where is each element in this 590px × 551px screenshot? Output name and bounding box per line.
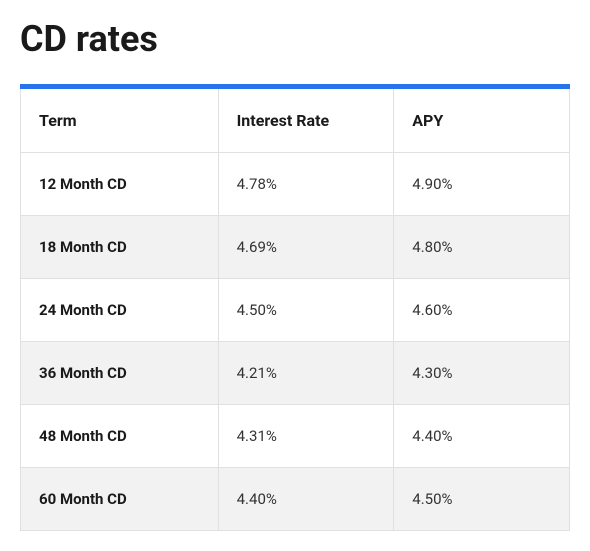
table-row: 18 Month CD 4.69% 4.80% <box>21 216 570 279</box>
column-header-term: Term <box>21 87 219 153</box>
cell-term: 36 Month CD <box>21 342 219 405</box>
cell-term: 24 Month CD <box>21 279 219 342</box>
cell-rate: 4.21% <box>218 342 394 405</box>
column-header-rate: Interest Rate <box>218 87 394 153</box>
table-row: 36 Month CD 4.21% 4.30% <box>21 342 570 405</box>
page-title: CD rates <box>20 18 570 60</box>
cell-term: 12 Month CD <box>21 153 219 216</box>
cell-rate: 4.31% <box>218 405 394 468</box>
cell-term: 48 Month CD <box>21 405 219 468</box>
table-row: 24 Month CD 4.50% 4.60% <box>21 279 570 342</box>
cell-term: 18 Month CD <box>21 216 219 279</box>
cell-apy: 4.60% <box>394 279 570 342</box>
table-header-row: Term Interest Rate APY <box>21 87 570 153</box>
table-row: 60 Month CD 4.40% 4.50% <box>21 468 570 531</box>
cell-rate: 4.50% <box>218 279 394 342</box>
cell-term: 60 Month CD <box>21 468 219 531</box>
cell-rate: 4.78% <box>218 153 394 216</box>
cell-rate: 4.40% <box>218 468 394 531</box>
column-header-apy: APY <box>394 87 570 153</box>
table-row: 12 Month CD 4.78% 4.90% <box>21 153 570 216</box>
cell-apy: 4.40% <box>394 405 570 468</box>
cell-apy: 4.80% <box>394 216 570 279</box>
cd-rates-table: Term Interest Rate APY 12 Month CD 4.78%… <box>20 84 570 531</box>
cell-apy: 4.90% <box>394 153 570 216</box>
table-row: 48 Month CD 4.31% 4.40% <box>21 405 570 468</box>
cell-apy: 4.30% <box>394 342 570 405</box>
cell-apy: 4.50% <box>394 468 570 531</box>
cell-rate: 4.69% <box>218 216 394 279</box>
